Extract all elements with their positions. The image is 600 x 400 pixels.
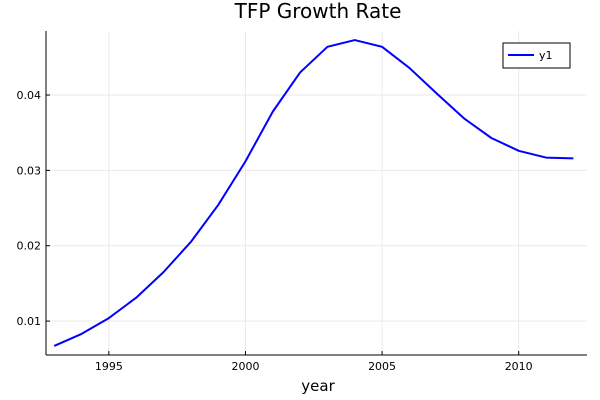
legend: y1 — [502, 42, 571, 69]
legend-label-y1: y1 — [539, 49, 553, 62]
x-grid — [108, 31, 520, 355]
chart-title: TFP Growth Rate — [234, 0, 402, 23]
x-tick-label: 2005 — [368, 360, 396, 373]
x-tick-label: 1995 — [95, 360, 123, 373]
y-tick-label: 0.04 — [17, 89, 42, 102]
series-layer — [53, 39, 574, 347]
x-tick-label: 2000 — [231, 360, 259, 373]
x-ticks: 1995 2000 2005 2010 — [95, 351, 533, 373]
legend-box — [502, 42, 571, 69]
y-tick-label: 0.02 — [17, 240, 42, 253]
x-tick-label: 2010 — [505, 360, 533, 373]
y-tick-label: 0.03 — [17, 164, 42, 177]
x-axis-label: year — [301, 377, 335, 395]
y-ticks: 0.01 0.02 0.03 0.04 — [17, 89, 50, 328]
y-grid — [46, 94, 587, 322]
series-line-y1 — [53, 39, 574, 347]
y-tick-label: 0.01 — [17, 315, 42, 328]
